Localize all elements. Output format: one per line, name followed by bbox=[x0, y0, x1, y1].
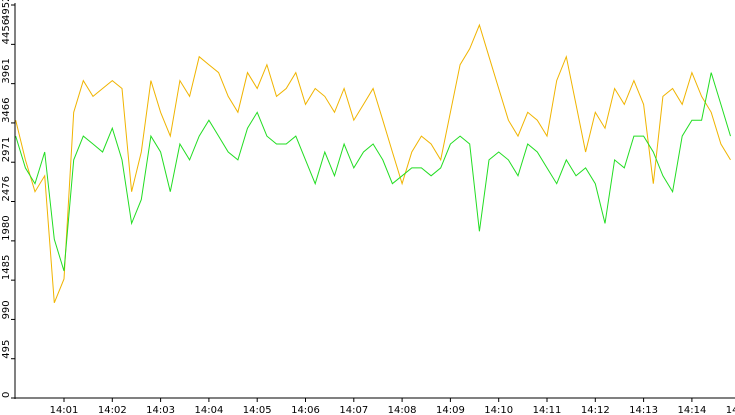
y-tick-label: 4952 bbox=[1, 0, 12, 21]
x-tick-label: 14:10 bbox=[484, 405, 513, 415]
y-tick-label: 3961 bbox=[1, 58, 12, 83]
y-tick-label: 990 bbox=[1, 300, 12, 319]
y-tick-label: 495 bbox=[1, 340, 12, 359]
x-tick-label: 14:11 bbox=[533, 405, 562, 415]
x-tick-label: 14:01 bbox=[50, 405, 79, 415]
x-tick-label: 14:13 bbox=[629, 405, 658, 415]
x-tick-label: 14:03 bbox=[146, 405, 175, 415]
y-tick-label: 4456 bbox=[1, 19, 12, 44]
series-line bbox=[15, 23, 731, 303]
y-tick-label: 3466 bbox=[1, 97, 12, 122]
x-tick-label: 14:09 bbox=[436, 405, 465, 415]
series-line bbox=[15, 72, 731, 272]
x-tick-label: 14:08 bbox=[388, 405, 417, 415]
y-tick-label: 2476 bbox=[1, 176, 12, 201]
x-tick-label: 14:15 bbox=[726, 405, 735, 415]
y-tick-label: 1485 bbox=[1, 255, 12, 280]
x-tick-label: 14:05 bbox=[243, 405, 272, 415]
x-tick-label: 14:12 bbox=[581, 405, 610, 415]
x-tick-label: 14:07 bbox=[339, 405, 368, 415]
x-tick-label: 14:04 bbox=[194, 405, 223, 415]
x-tick-label: 14:14 bbox=[677, 405, 706, 415]
plot-area bbox=[15, 23, 731, 303]
y-tick-label: 2971 bbox=[1, 137, 12, 162]
x-tick-label: 14:06 bbox=[291, 405, 320, 415]
x-tick-label: 14:02 bbox=[98, 405, 127, 415]
y-tick-label: 0 bbox=[1, 392, 12, 398]
y-tick-label: 1980 bbox=[1, 215, 12, 240]
